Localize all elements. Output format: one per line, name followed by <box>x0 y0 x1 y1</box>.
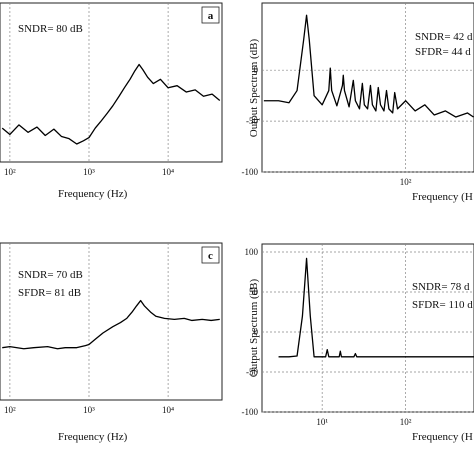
x-tick-label: 10² <box>4 167 16 177</box>
panel: 10² 10³ 10⁴ SNDR= 70 dB SFDR= 81 dB c Frequenc… <box>0 242 223 443</box>
annotation: SFDR= 44 d <box>415 46 471 58</box>
y-axis-label: Output Spectrum (dB) <box>248 38 260 137</box>
x-tick-label: 10² <box>4 405 16 415</box>
y-tick-label: 100 <box>245 247 259 257</box>
plot-area <box>261 2 474 173</box>
y-tick-label: 0 <box>254 65 259 75</box>
x-axis-label: Frequency (H <box>412 191 473 203</box>
spectrum-line <box>2 299 220 350</box>
y-tick-label: -100 <box>242 167 259 177</box>
annotation: SFDR= 110 d <box>412 299 473 311</box>
annotation: SNDR= 80 dB <box>18 23 83 35</box>
panel: 10² 0 -50 -100 SNDR= 42 d SFDR= 44 d Frequency… <box>242 2 474 203</box>
panel: 10¹ 10² 100 50 0 -50 -100 SNDR= 78 d SFDR= 110 d… <box>242 243 474 443</box>
plot-area <box>0 2 223 163</box>
panel-label: c <box>208 250 213 262</box>
plot-area <box>0 242 223 401</box>
y-tick-label: 50 <box>249 287 259 297</box>
annotation: SNDR= 42 d <box>415 31 473 43</box>
x-axis-label: Frequency (Hz) <box>58 188 128 200</box>
annotation: SFDR= 81 dB <box>18 287 81 299</box>
y-tick-label: -100 <box>242 407 259 417</box>
y-tick-label: -50 <box>246 116 258 126</box>
panel: 10² 10³ 10⁴ SNDR= 80 dB a Frequency (Hz) <box>0 2 223 200</box>
x-tick-label: 10³ <box>83 405 95 415</box>
annotation: SNDR= 70 dB <box>18 269 83 281</box>
spectrum-line <box>1 63 221 145</box>
panel-label: a <box>208 10 214 22</box>
x-tick-label: 10⁴ <box>162 405 174 415</box>
x-tick-label: 10⁴ <box>162 167 174 177</box>
y-tick-label: 0 <box>254 327 259 337</box>
plot-area <box>261 243 474 413</box>
x-tick-label: 10¹ <box>316 417 328 427</box>
spectrum-line <box>278 257 474 358</box>
x-axis-label: Frequency (Hz) <box>58 431 128 443</box>
panel-label-box <box>201 246 220 264</box>
x-axis-label: Frequency (H <box>412 431 473 443</box>
annotation: SNDR= 78 d <box>412 281 470 293</box>
panel-label-box <box>201 6 220 24</box>
y-tick-label: -50 <box>246 367 258 377</box>
spectrum-line <box>263 14 474 118</box>
x-tick-label: 10² <box>400 417 412 427</box>
y-axis-label: Output Spectrum (dB) <box>248 278 260 377</box>
x-tick-label: 10³ <box>83 167 95 177</box>
x-tick-label: 10² <box>400 177 412 187</box>
